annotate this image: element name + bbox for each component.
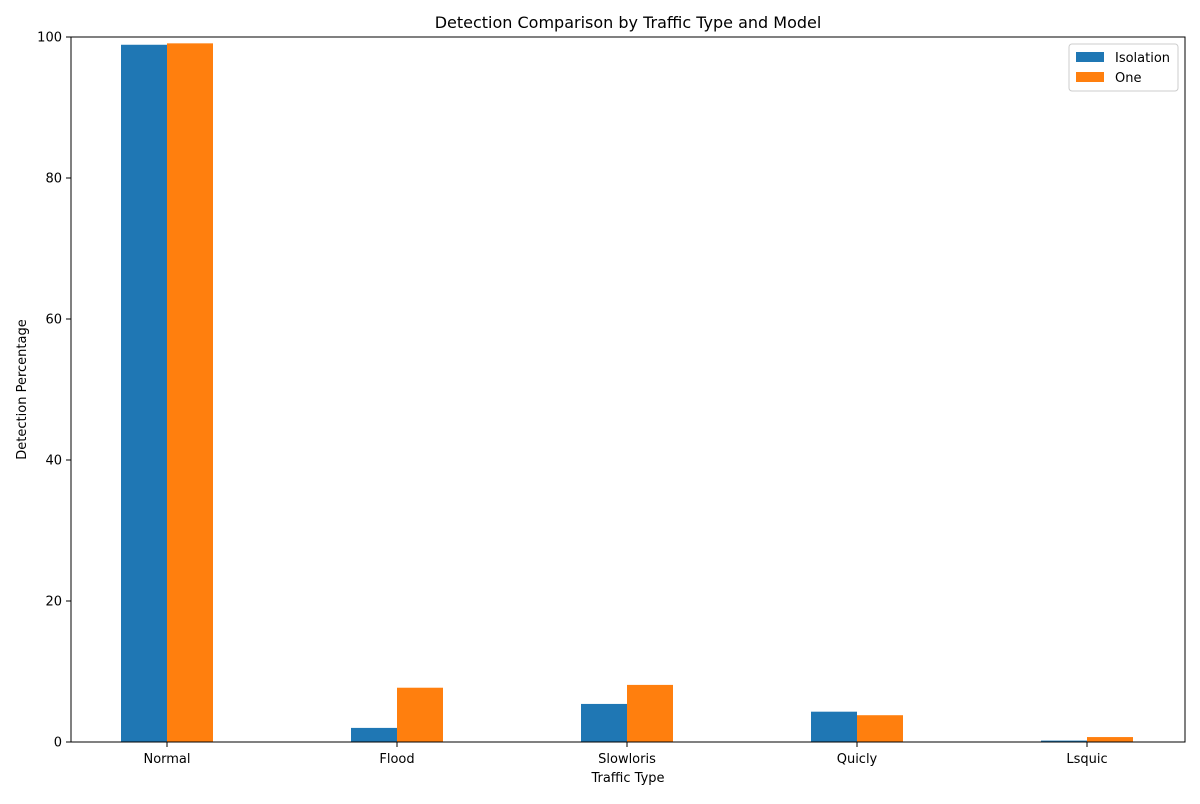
bar-isolation-flood — [351, 727, 397, 742]
bar-isolation-quicly — [811, 711, 857, 742]
bar-one-flood — [397, 687, 443, 742]
x-tick-label: Lsquic — [1066, 752, 1107, 767]
y-tick-label: 100 — [37, 31, 62, 46]
y-tick-label: 80 — [45, 172, 62, 187]
y-axis-ticks: 0 20 40 60 80 100 — [37, 31, 71, 751]
bar-one-normal — [167, 43, 213, 743]
bar-isolation-normal — [121, 44, 167, 742]
legend-swatch-one — [1076, 72, 1104, 82]
x-tick-label: Quicly — [837, 752, 878, 767]
legend-label-isolation: Isolation — [1115, 51, 1170, 66]
bar-one-lsquic — [1087, 737, 1133, 742]
legend-swatch-isolation — [1076, 52, 1104, 62]
chart-title: Detection Comparison by Traffic Type and… — [435, 13, 822, 32]
legend-label-one: One — [1115, 71, 1141, 86]
y-tick-label: 60 — [45, 313, 62, 328]
x-axis-label: Traffic Type — [590, 771, 664, 786]
x-tick-label: Flood — [379, 752, 414, 767]
y-tick-label: 40 — [45, 454, 62, 469]
y-tick-label: 20 — [45, 595, 62, 610]
x-tick-label: Normal — [143, 752, 190, 767]
bars-group — [121, 43, 1133, 743]
bar-isolation-lsquic — [1041, 740, 1087, 742]
x-tick-label: Slowloris — [598, 752, 656, 767]
x-axis-ticks: Normal Flood Slowloris Quicly Lsquic — [143, 742, 1108, 767]
legend: Isolation One — [1068, 43, 1179, 92]
bar-one-quicly — [857, 715, 903, 742]
bar-isolation-slowloris — [581, 703, 627, 742]
bar-one-slowloris — [627, 684, 673, 742]
y-tick-label: 0 — [54, 736, 62, 751]
y-axis-label: Detection Percentage — [15, 319, 30, 459]
plot-frame — [70, 36, 1186, 743]
